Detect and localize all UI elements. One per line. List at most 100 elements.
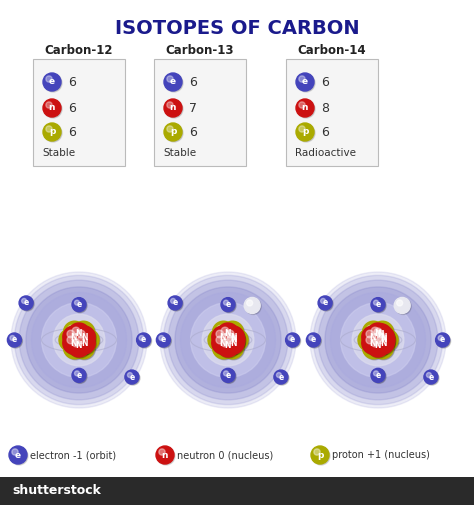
- Circle shape: [358, 329, 380, 351]
- Circle shape: [77, 336, 85, 344]
- Text: Stable: Stable: [42, 148, 75, 158]
- Circle shape: [46, 126, 52, 132]
- Text: Carbon-13: Carbon-13: [166, 43, 234, 57]
- Circle shape: [19, 280, 139, 400]
- Circle shape: [73, 332, 95, 354]
- Circle shape: [19, 296, 33, 310]
- Circle shape: [167, 126, 173, 132]
- Circle shape: [366, 330, 374, 338]
- Circle shape: [367, 335, 389, 357]
- Text: N: N: [76, 341, 82, 350]
- Circle shape: [213, 333, 235, 355]
- Circle shape: [164, 123, 182, 141]
- Circle shape: [362, 326, 384, 348]
- Circle shape: [72, 339, 80, 347]
- Circle shape: [63, 332, 85, 354]
- Circle shape: [12, 449, 18, 455]
- Circle shape: [372, 321, 393, 343]
- Circle shape: [377, 333, 385, 341]
- Circle shape: [157, 447, 175, 465]
- Circle shape: [376, 341, 383, 348]
- Text: e: e: [290, 335, 295, 344]
- Circle shape: [68, 325, 75, 333]
- Circle shape: [81, 333, 89, 341]
- Circle shape: [299, 126, 305, 132]
- Circle shape: [156, 333, 170, 347]
- Circle shape: [169, 297, 183, 311]
- Circle shape: [212, 321, 235, 343]
- Circle shape: [157, 334, 172, 348]
- Circle shape: [175, 287, 281, 393]
- Circle shape: [224, 300, 228, 305]
- Circle shape: [376, 330, 384, 338]
- Circle shape: [74, 327, 96, 349]
- Text: e: e: [225, 371, 231, 380]
- Circle shape: [191, 302, 265, 377]
- Circle shape: [224, 330, 246, 352]
- Circle shape: [74, 333, 96, 355]
- Text: n: n: [49, 104, 55, 113]
- Text: N: N: [378, 330, 384, 339]
- Circle shape: [43, 99, 61, 117]
- Text: e: e: [76, 300, 82, 309]
- Text: N: N: [219, 332, 226, 341]
- Circle shape: [64, 337, 85, 359]
- Text: N: N: [225, 329, 231, 338]
- Circle shape: [397, 300, 403, 306]
- Text: Carbon-12: Carbon-12: [45, 43, 113, 57]
- Text: e: e: [15, 450, 21, 460]
- Text: e: e: [173, 298, 178, 308]
- Circle shape: [72, 368, 86, 382]
- Circle shape: [371, 368, 385, 382]
- Circle shape: [318, 280, 438, 400]
- Circle shape: [212, 332, 234, 354]
- Circle shape: [159, 449, 165, 455]
- Circle shape: [68, 341, 75, 348]
- Circle shape: [43, 123, 61, 141]
- Circle shape: [437, 334, 451, 348]
- Circle shape: [373, 333, 395, 355]
- Circle shape: [68, 335, 90, 357]
- Circle shape: [168, 280, 288, 400]
- Circle shape: [310, 272, 446, 408]
- Circle shape: [371, 297, 385, 312]
- Text: n: n: [162, 450, 168, 460]
- Text: n: n: [170, 104, 176, 113]
- Text: 6: 6: [68, 102, 76, 115]
- Text: ISOTOPES OF CARBON: ISOTOPES OF CARBON: [115, 19, 359, 37]
- Circle shape: [308, 334, 321, 348]
- Circle shape: [63, 333, 71, 341]
- Text: shutterstock: shutterstock: [12, 484, 101, 497]
- Circle shape: [59, 329, 81, 351]
- Text: 6: 6: [321, 126, 329, 138]
- Circle shape: [222, 298, 236, 313]
- Circle shape: [363, 337, 384, 359]
- Circle shape: [10, 335, 15, 340]
- Circle shape: [227, 333, 235, 341]
- Circle shape: [373, 322, 394, 344]
- Circle shape: [64, 333, 86, 355]
- Circle shape: [10, 447, 28, 465]
- Circle shape: [362, 332, 384, 354]
- Circle shape: [275, 371, 289, 385]
- Circle shape: [374, 328, 382, 336]
- Circle shape: [53, 314, 105, 366]
- Circle shape: [73, 338, 95, 360]
- Circle shape: [320, 298, 326, 304]
- Circle shape: [26, 287, 132, 393]
- Circle shape: [159, 335, 164, 340]
- Text: e: e: [161, 335, 166, 344]
- Circle shape: [222, 338, 245, 360]
- Circle shape: [245, 298, 261, 315]
- Circle shape: [373, 338, 394, 360]
- Circle shape: [217, 325, 224, 333]
- Circle shape: [299, 102, 305, 108]
- Circle shape: [373, 327, 395, 349]
- Text: N: N: [71, 332, 77, 341]
- Text: e: e: [302, 77, 308, 86]
- Circle shape: [31, 292, 127, 388]
- Circle shape: [67, 330, 74, 338]
- Circle shape: [160, 272, 296, 408]
- Text: Stable: Stable: [163, 148, 196, 158]
- Circle shape: [165, 74, 183, 92]
